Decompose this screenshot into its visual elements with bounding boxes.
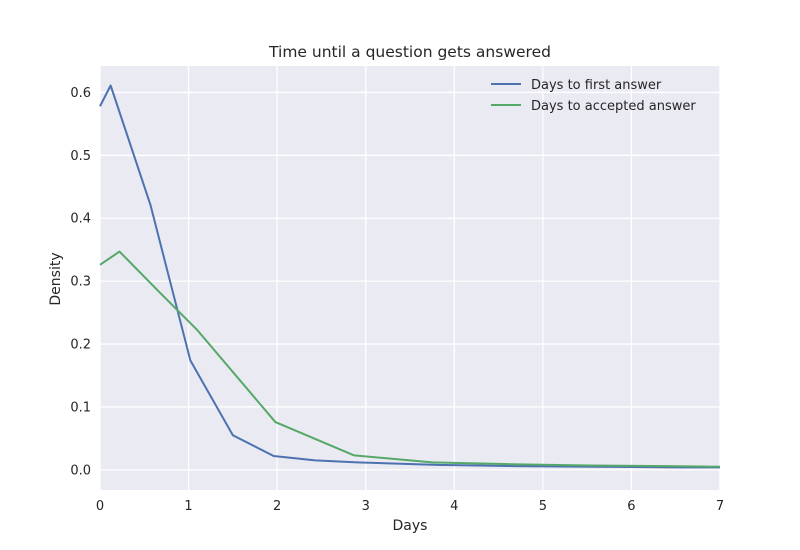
y-tick-label: 0.4 — [70, 212, 91, 227]
x-tick-label: 3 — [362, 499, 370, 514]
x-tick-label: 5 — [539, 499, 547, 514]
y-tick-label: 0.5 — [70, 149, 91, 164]
x-tick-label: 2 — [273, 499, 281, 514]
x-axis-label: Days — [393, 518, 428, 534]
x-tick-label: 7 — [716, 499, 724, 514]
legend: Days to first answer Days to accepted an… — [491, 78, 696, 114]
x-tick-label: 6 — [627, 499, 635, 514]
grid — [99, 66, 721, 490]
y-tick-label: 0.0 — [70, 463, 91, 478]
series-layer — [99, 84, 721, 469]
y-tick-label: 0.2 — [70, 338, 91, 353]
chart-title: Time until a question gets answered — [268, 43, 551, 61]
x-tick-label: 4 — [450, 499, 458, 514]
y-tick-label: 0.3 — [70, 275, 91, 290]
x-tick-label: 0 — [96, 499, 104, 514]
y-axis-label: Density — [48, 252, 64, 305]
legend-label-accepted-answer: Days to accepted answer — [531, 99, 696, 114]
y-tick-label: 0.1 — [70, 400, 91, 415]
series-line-first-answer — [99, 84, 720, 469]
legend-label-first-answer: Days to first answer — [531, 78, 662, 93]
series-line-accepted-answer — [99, 250, 721, 468]
plot-background — [100, 66, 720, 490]
y-tick-label: 0.6 — [70, 86, 91, 101]
tick-labels: 0 1 2 3 4 5 6 7 0.0 0.1 0.2 0.3 0.4 0.5 0.6 — [70, 86, 724, 514]
x-tick-label: 1 — [184, 499, 192, 514]
